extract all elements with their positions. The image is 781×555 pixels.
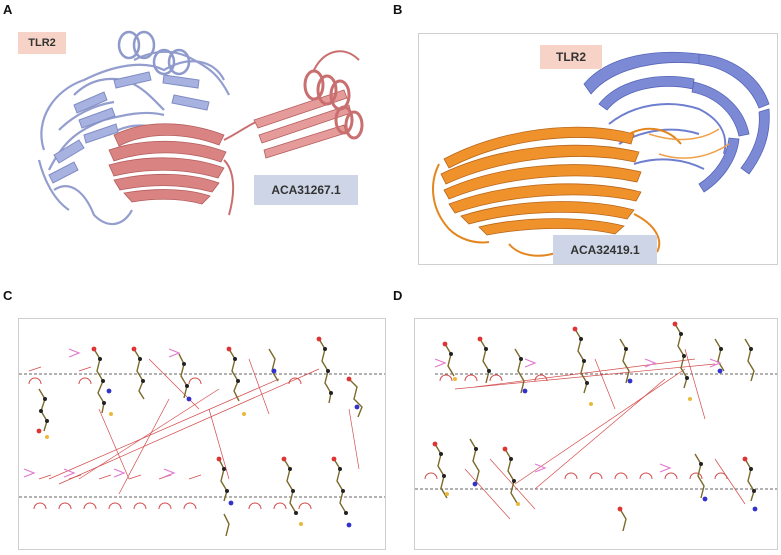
panel-letter-a: A bbox=[3, 2, 13, 17]
panel-a-protein-render bbox=[37, 30, 364, 226]
panel-d-ligplot bbox=[414, 318, 778, 550]
panel-a-ligand-label: ACA31267.1 bbox=[254, 175, 358, 205]
panel-letter-b: B bbox=[393, 2, 403, 17]
panel-c-interaction-diagram bbox=[19, 336, 385, 537]
panel-b-protein-render bbox=[432, 51, 770, 257]
panel-a-receptor-label: TLR2 bbox=[18, 32, 66, 54]
panel-b-receptor-label: TLR2 bbox=[540, 45, 602, 69]
panel-letter-c: C bbox=[3, 288, 13, 303]
panel-letter-d: D bbox=[393, 288, 403, 303]
panel-d-interaction-diagram bbox=[415, 321, 777, 532]
panel-a-structure: TLR2 ACA31267.1 bbox=[14, 20, 384, 245]
panel-b-structure: TLR2 ACA32419.1 bbox=[418, 33, 778, 265]
panel-b-ligand-label: ACA32419.1 bbox=[553, 235, 657, 264]
panel-c-ligplot bbox=[18, 318, 386, 550]
